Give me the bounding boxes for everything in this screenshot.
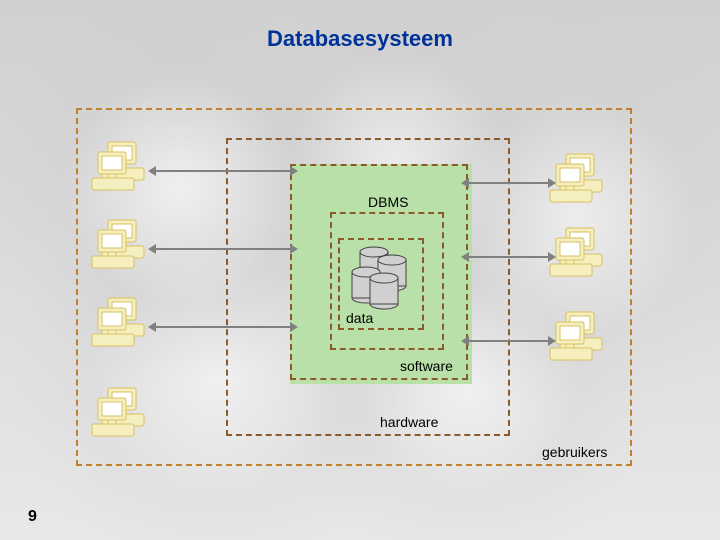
label-dbms: DBMS — [368, 194, 408, 210]
data-cylinders — [344, 244, 414, 319]
label-software: software — [400, 358, 453, 374]
computer-icon — [90, 396, 136, 440]
label-hardware: hardware — [380, 414, 438, 430]
computer-icon — [548, 236, 594, 280]
label-gebruikers: gebruikers — [542, 444, 607, 460]
computer-icon — [548, 162, 594, 206]
computer-icon — [90, 306, 136, 350]
computer-icon — [90, 228, 136, 272]
slide-title: Databasesysteem — [0, 26, 720, 52]
computer-icon — [548, 320, 594, 364]
page-number: 9 — [28, 508, 37, 526]
computer-icon — [90, 150, 136, 194]
